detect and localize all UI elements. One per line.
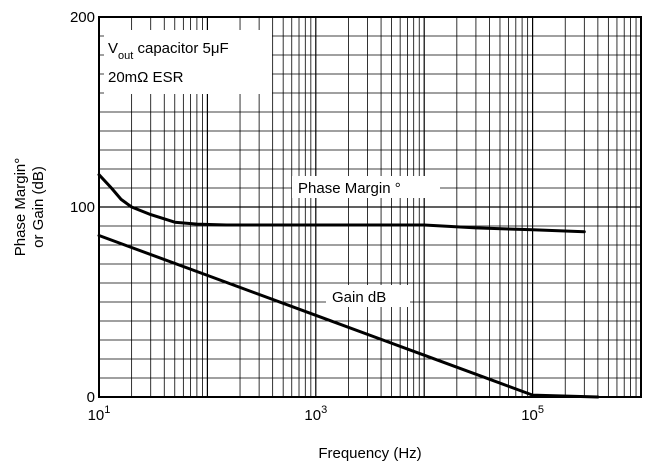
y-tick-label: 0 [87, 389, 95, 406]
y-tick-label: 100 [70, 199, 95, 216]
x-tick-base: 10 [521, 407, 538, 424]
plot-frame [98, 16, 642, 398]
x-tick-exponent: 1 [104, 404, 110, 416]
series-layer [97, 173, 600, 399]
conditions-line1: Vout capacitor 5μF [108, 40, 229, 62]
y-axis-title-line2: or Gain (dB) [30, 166, 47, 248]
conditions-line1-prefix: V [108, 40, 118, 57]
x-tick-exponent: 5 [538, 404, 544, 416]
conditions-line1-sub: out [118, 50, 133, 62]
phase-margin-label: Phase Margin ° [298, 180, 401, 197]
y-tick-labels: 0 100 200 [70, 9, 95, 406]
x-tick-labels: 101 103 105 [88, 404, 544, 424]
x-tick-label: 103 [304, 404, 327, 424]
x-tick-label: 105 [521, 404, 544, 424]
x-tick-base: 10 [304, 407, 321, 424]
x-tick-base: 10 [88, 407, 105, 424]
x-axis-title: Frequency (Hz) [318, 445, 421, 462]
gain-label: Gain dB [332, 289, 386, 306]
x-tick-label: 101 [88, 404, 111, 424]
conditions-line1-suffix: capacitor 5μF [133, 40, 228, 57]
gain-label-bg [326, 285, 410, 307]
y-axis-title-line1: Phase Margin° [12, 158, 29, 257]
phase-margin-label-bg [292, 176, 440, 198]
conditions-line2: 20mΩ ESR [108, 69, 184, 86]
x-tick-exponent: 3 [321, 404, 327, 416]
series-line-gain [97, 234, 600, 399]
series-line-phase-margin [97, 173, 586, 234]
y-tick-label: 200 [70, 9, 95, 26]
conditions-box-bg [104, 30, 272, 94]
